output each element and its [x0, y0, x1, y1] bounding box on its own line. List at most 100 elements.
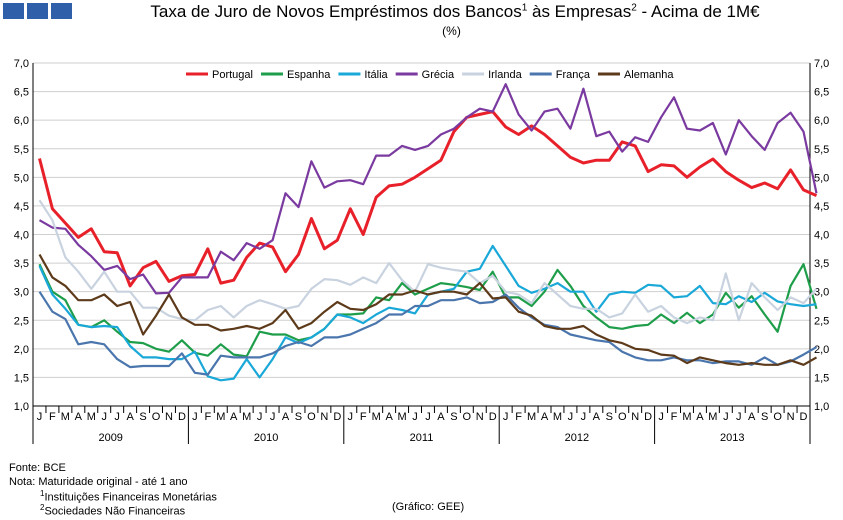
line-chart: 1,0 1,0 1,5 1,5 2,0 2,0 2,5 2,5 3,0 3,0 3,5 3,5 4,0 4…	[14, 58, 829, 444]
month-label: O	[152, 411, 161, 423]
y-tick-label-right: 2,5	[814, 315, 829, 327]
month-label: M	[372, 411, 381, 423]
month-label: M	[397, 411, 406, 423]
month-label: A	[230, 411, 238, 423]
month-label: A	[75, 411, 83, 423]
footnote-2-marker: 2	[40, 503, 45, 512]
month-label: N	[787, 411, 795, 423]
footnote-1-marker: 1	[40, 489, 45, 498]
y-tick-label-left: 5,0	[14, 172, 29, 184]
month-label: D	[178, 411, 186, 423]
y-tick-label-right: 3,5	[814, 258, 829, 270]
month-label: D	[644, 411, 652, 423]
legend-entry: Alemanha	[624, 69, 674, 81]
y-tick-label-left: 7,0	[14, 58, 29, 70]
year-label: 2013	[720, 432, 744, 444]
month-label: F	[204, 411, 211, 423]
month-label: J	[425, 411, 431, 423]
month-label: A	[437, 411, 445, 423]
footnote-2: 2Sociedades Não Financeiras	[40, 503, 185, 518]
y-tick-label-left: 5,5	[14, 144, 29, 156]
legend-entry: Irlanda	[488, 69, 523, 81]
month-label: S	[295, 411, 302, 423]
y-tick-label-right: 1,5	[814, 372, 829, 384]
y-tick-label-right: 5,0	[814, 172, 829, 184]
source-note: Fonte: BCE	[9, 462, 66, 474]
month-label: J	[192, 411, 198, 423]
month-label: O	[773, 411, 782, 423]
month-label: M	[553, 411, 562, 423]
series-line-grécia	[38, 83, 818, 295]
y-tick-label-right: 7,0	[814, 58, 829, 70]
month-label: F	[515, 411, 522, 423]
header-block-3	[51, 3, 72, 19]
month-label: J	[348, 411, 354, 423]
month-label: N	[320, 411, 328, 423]
month-label: M	[216, 411, 225, 423]
month-label: J	[114, 411, 120, 423]
month-label: A	[748, 411, 756, 423]
title-text-2: às Empresas	[527, 2, 632, 21]
footnote-1: 1Instituições Financeiras Monetárias	[40, 489, 217, 504]
series-line-portugal	[38, 110, 818, 288]
month-label: J	[270, 411, 276, 423]
month-label: J	[581, 411, 587, 423]
series-line-alemanha	[38, 253, 818, 366]
maturity-note: Nota: Maturidade original - até 1 ano	[9, 476, 188, 488]
header-block-1	[3, 3, 24, 19]
month-label: M	[708, 411, 717, 423]
month-label: J	[412, 411, 418, 423]
month-label: A	[541, 411, 549, 423]
legend-entry: Itália	[364, 69, 388, 81]
month-label: F	[49, 411, 56, 423]
month-label: M	[61, 411, 70, 423]
month-label: J	[257, 411, 263, 423]
y-tick-label-left: 6,0	[14, 115, 29, 127]
legend-entry: França	[556, 69, 591, 81]
unit-label: (%)	[442, 24, 461, 38]
y-tick-label-right: 4,0	[814, 230, 829, 242]
y-tick-label-left: 1,0	[14, 401, 29, 413]
month-label: S	[139, 411, 146, 423]
y-tick-label-right: 2,0	[814, 344, 829, 356]
month-label: N	[631, 411, 639, 423]
title-text-3: - Acima de 1M€	[636, 2, 760, 21]
year-label: 2011	[410, 432, 434, 444]
series-line-espanha	[38, 263, 818, 358]
header-block-2	[27, 3, 48, 19]
legend-entry: Espanha	[287, 69, 331, 81]
y-tick-label-right: 1,0	[814, 401, 829, 413]
title-text-1: Taxa de Juro de Novos Empréstimos dos Ba…	[150, 2, 522, 21]
chart-title: Taxa de Juro de Novos Empréstimos dos Ba…	[95, 2, 815, 22]
footnote-1-text: Instituições Financeiras Monetárias	[44, 491, 217, 504]
title-sup-1: 1	[521, 2, 528, 14]
month-label: D	[489, 411, 497, 423]
legend-entry: Grécia	[422, 69, 455, 81]
y-tick-label-left: 2,5	[14, 315, 29, 327]
series-line-frança	[38, 291, 818, 376]
year-label: 2009	[98, 432, 122, 444]
month-label: J	[658, 411, 664, 423]
month-label: A	[385, 411, 393, 423]
y-tick-label-left: 3,5	[14, 258, 29, 270]
month-label: D	[800, 411, 808, 423]
month-label: J	[723, 411, 729, 423]
y-tick-label-left: 3,0	[14, 287, 29, 299]
year-label: 2010	[254, 432, 278, 444]
month-label: F	[360, 411, 367, 423]
y-tick-label-right: 4,5	[814, 201, 829, 213]
y-tick-label-left: 4,0	[14, 230, 29, 242]
month-label: M	[527, 411, 536, 423]
y-tick-label-right: 3,0	[814, 287, 829, 299]
month-label: O	[618, 411, 627, 423]
y-tick-label-left: 6,5	[14, 87, 29, 99]
legend-entry: Portugal	[212, 69, 253, 81]
month-label: N	[476, 411, 484, 423]
y-tick-label-right: 5,5	[814, 144, 829, 156]
month-label: O	[463, 411, 472, 423]
y-tick-label-left: 1,5	[14, 372, 29, 384]
month-label: A	[282, 411, 290, 423]
month-label: S	[606, 411, 613, 423]
month-label: J	[503, 411, 509, 423]
year-label: 2012	[565, 432, 589, 444]
